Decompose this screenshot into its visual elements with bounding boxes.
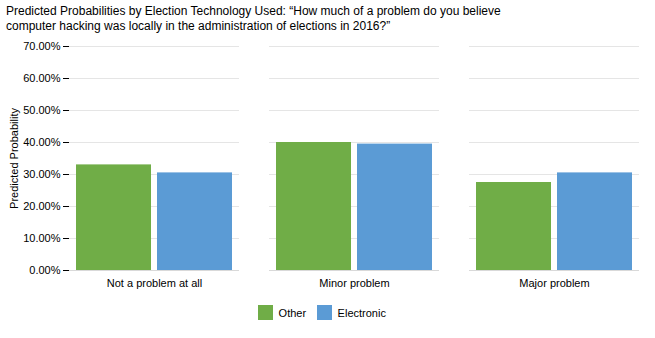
svg-text:Predicted Probability: Predicted Probability xyxy=(8,108,20,209)
svg-text:Minor problem: Minor problem xyxy=(319,277,389,289)
svg-text:20.00%: 20.00% xyxy=(23,200,61,212)
svg-text:Not a problem at all: Not a problem at all xyxy=(107,277,202,289)
html-text:Predicted Probabilities by Ele: Predicted Probabilities by Election Tech… xyxy=(6,4,501,18)
svg-text:Major problem: Major problem xyxy=(519,277,589,289)
svg-text:40.00%: 40.00% xyxy=(23,136,61,148)
html-text:Other: Other xyxy=(278,306,307,319)
html-text:computer hacking was locally i: computer hacking was locally in the admi… xyxy=(6,19,391,33)
svg-text:10.00%: 10.00% xyxy=(23,232,61,244)
svg-text:30.00%: 30.00% xyxy=(23,168,61,180)
svg-text:60.00%: 60.00% xyxy=(23,72,61,84)
html-text:Electronic: Electronic xyxy=(337,306,386,319)
svg-text:50.00%: 50.00% xyxy=(23,104,61,116)
svg-text:0.00%: 0.00% xyxy=(29,264,60,276)
svg-text:70.00%: 70.00% xyxy=(23,40,61,52)
